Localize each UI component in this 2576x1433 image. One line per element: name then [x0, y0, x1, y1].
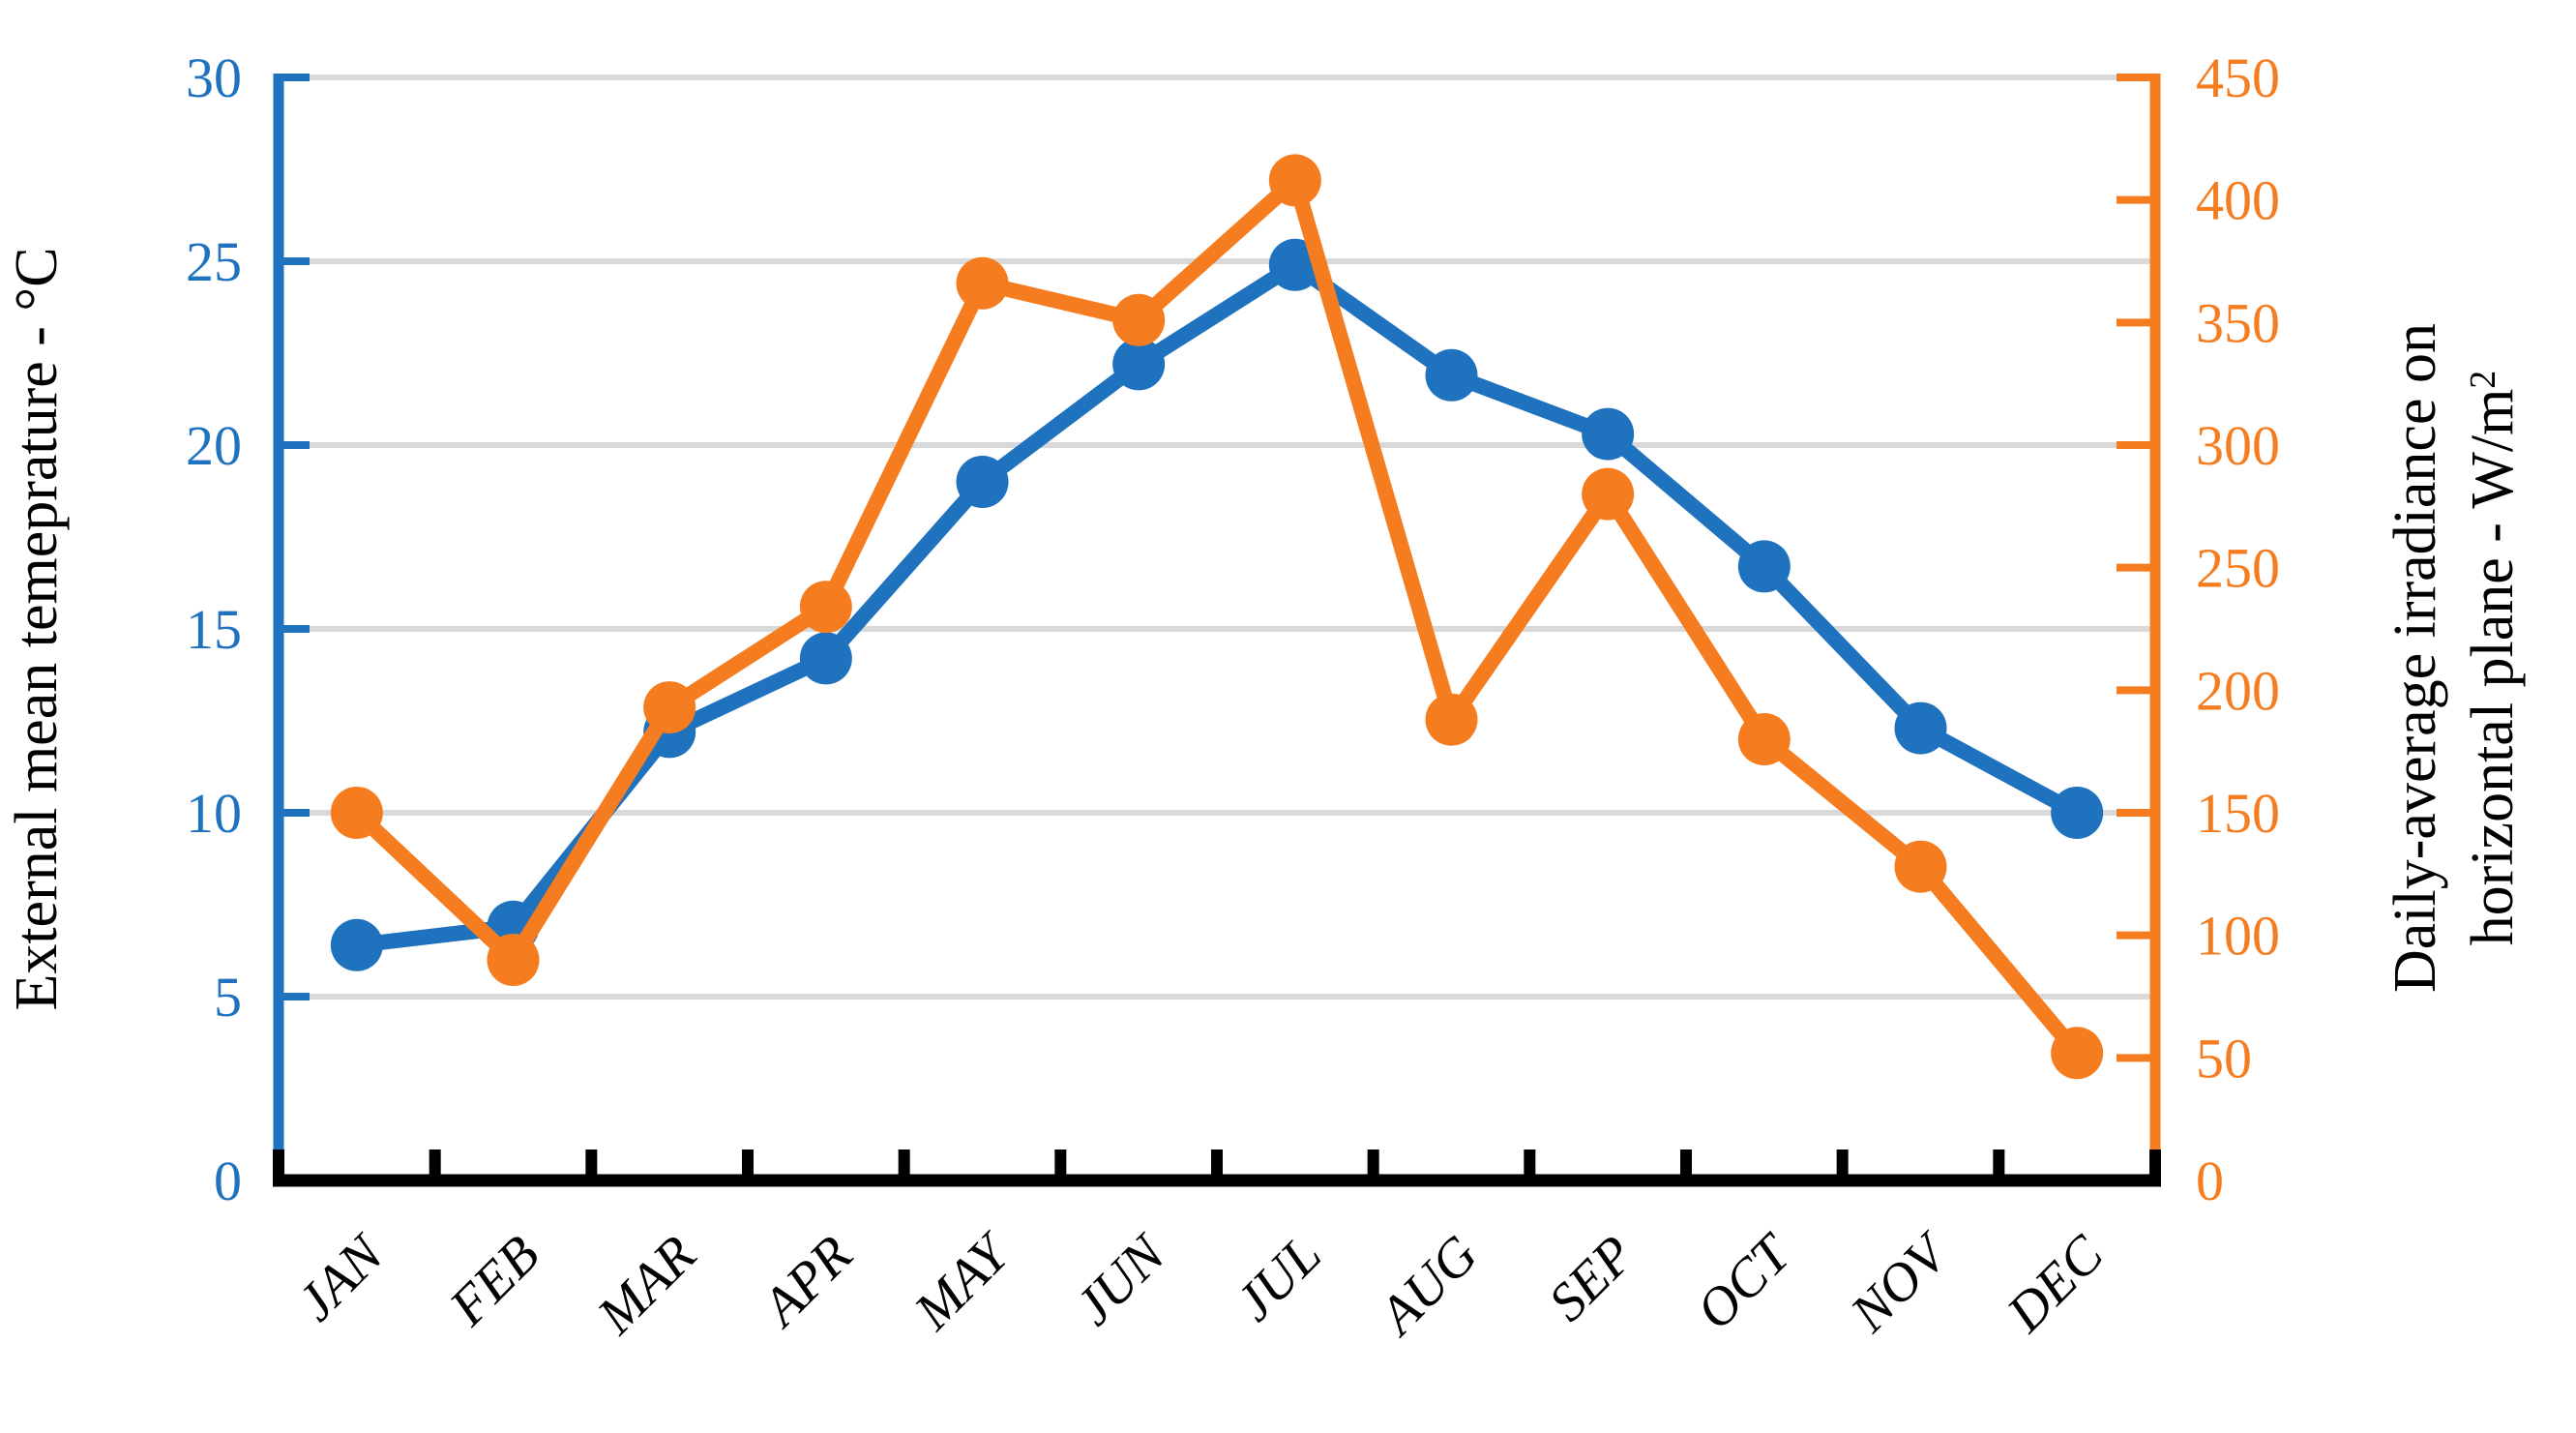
irradiance-series-point: [1112, 293, 1166, 346]
right-axis-tick-label: 250: [2196, 537, 2280, 600]
month-label: AUG: [1366, 1224, 1490, 1348]
right-axis-layer: 0 50 100 150 200 250 300 350 400 450: [2117, 46, 2280, 1212]
right-axis-tick-label: 300: [2196, 414, 2280, 477]
right-axis-title-line2-text: horizontal plane - W/m: [2460, 389, 2526, 946]
irradiance-series-point: [1894, 840, 1947, 893]
right-axis-title-line2: horizontal plane - W/m2: [2460, 371, 2526, 946]
temperature-series-point: [1582, 407, 1635, 461]
month-label: DEC: [1996, 1224, 2116, 1344]
left-axis-title: External mean temeprature - °C: [4, 247, 70, 1010]
x-axis-layer: JAN FEB MAR APR MAY JUN JUL AUG SEP OCT NOV DEC: [273, 1149, 2161, 1348]
month-label: MAY: [903, 1220, 1024, 1342]
irradiance-series-point: [1737, 713, 1791, 765]
right-axis-title-superscript: 2: [2463, 371, 2503, 389]
right-axis-tick-label: 200: [2196, 659, 2280, 722]
temperature-series-point: [330, 918, 383, 971]
right-axis-tick-label: 50: [2196, 1027, 2252, 1090]
temperature-series-point: [1894, 702, 1947, 755]
gridlines-layer: [283, 75, 2150, 1000]
right-axis-tick-label: 400: [2196, 169, 2280, 232]
irradiance-series-point: [799, 581, 852, 634]
month-label: JUL: [1225, 1224, 1333, 1332]
temperature-series-point: [956, 456, 1009, 508]
temperature-series-line: [348, 256, 2086, 953]
left-axis-tick-label: 15: [186, 598, 242, 661]
irradiance-series-point: [1425, 693, 1478, 746]
month-label: FEB: [438, 1224, 551, 1337]
left-axis-tick-label: 30: [186, 46, 242, 109]
irradiance-series-point: [956, 256, 1009, 310]
left-axis-tick-label: 20: [186, 414, 242, 477]
temperature-series-point: [1425, 348, 1478, 402]
right-axis-title-line1: Daily-average irradiance on: [2383, 323, 2448, 993]
month-label: APR: [749, 1224, 864, 1339]
right-axis-tick-label: 100: [2196, 905, 2280, 968]
irradiance-series-point: [330, 787, 383, 839]
irradiance-series-point: [487, 934, 540, 986]
month-label: NOV: [1839, 1220, 1963, 1344]
month-label: MAR: [585, 1224, 707, 1346]
series-layer: [330, 154, 2104, 1080]
month-label: JUN: [1064, 1222, 1178, 1336]
month-label: OCT: [1685, 1222, 1805, 1342]
temperature-series-point: [1112, 338, 1166, 391]
right-axis-tick-label: 150: [2196, 782, 2280, 845]
month-label: SEP: [1537, 1224, 1645, 1332]
left-axis-layer: 0 5 10 15 20 25 30: [186, 46, 310, 1212]
left-axis-tick-label: 0: [214, 1149, 242, 1212]
temperature-series-point: [2051, 787, 2104, 839]
left-axis-tick-label: 25: [186, 230, 242, 293]
month-label: JAN: [286, 1222, 397, 1332]
right-axis-tick-label: 0: [2196, 1149, 2224, 1212]
irradiance-series-point: [2051, 1027, 2104, 1080]
left-axis-tick-label: 5: [214, 966, 242, 1029]
temperature-series-point: [799, 632, 852, 685]
irradiance-series-point: [643, 681, 696, 734]
irradiance-series-point: [1268, 154, 1321, 207]
irradiance-series-point: [1582, 467, 1635, 521]
irradiance-series-line: [348, 172, 2086, 1061]
left-axis-tick-label: 10: [186, 782, 242, 845]
right-axis-tick-label: 350: [2196, 291, 2280, 354]
temperature-series-point: [1737, 540, 1791, 593]
right-axis-tick-label: 450: [2196, 46, 2280, 109]
